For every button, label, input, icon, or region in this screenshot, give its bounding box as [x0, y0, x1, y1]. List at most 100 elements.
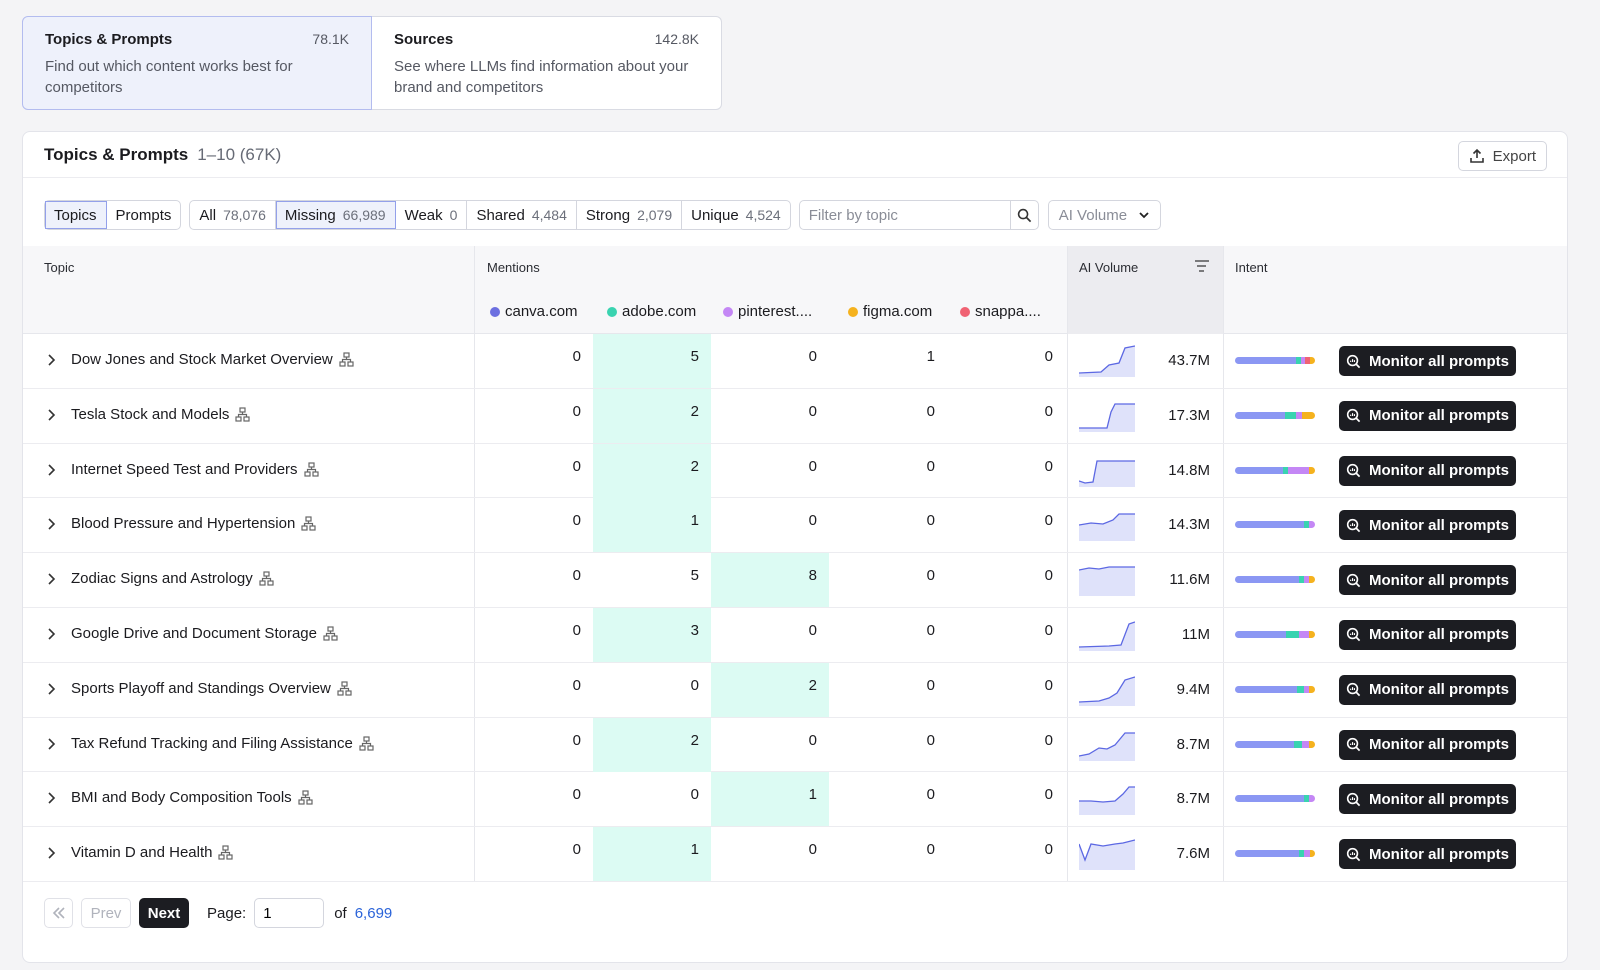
filter-weak[interactable]: Weak 0	[396, 201, 468, 229]
topic-name[interactable]: Internet Speed Test and Providers	[71, 461, 319, 478]
intent-segment	[1283, 466, 1288, 474]
table-row[interactable]: BMI and Body Composition Tools 0 0 1 0 0 8.7M M…	[23, 772, 1567, 828]
sort-icon[interactable]	[1195, 260, 1209, 272]
table-row[interactable]: Sports Playoff and Standings Overview 0 0 2…	[23, 662, 1567, 718]
chevron-right-icon[interactable]	[44, 572, 58, 586]
table-row[interactable]: Internet Speed Test and Providers 0 2 0 0 0 14…	[23, 443, 1567, 499]
intent-bar	[1235, 850, 1315, 858]
next-page-button[interactable]: Next	[139, 898, 189, 928]
filter-missing[interactable]: Missing 66,989	[275, 201, 396, 229]
brand-name: pinterest....	[738, 303, 813, 320]
table-row[interactable]: Blood Pressure and Hypertension 0 1 0 0 0 14.3…	[23, 498, 1567, 554]
ai-volume-value: 17.3M	[1168, 406, 1210, 424]
monitor-prompts-button[interactable]: Monitor all prompts	[1339, 674, 1516, 705]
topic-name[interactable]: Tesla Stock and Models	[71, 406, 251, 423]
card-count: 78.1K	[312, 31, 349, 47]
table-row[interactable]: Tax Refund Tracking and Filing Assistanc…	[23, 717, 1567, 773]
topic-name[interactable]: BMI and Body Composition Tools	[71, 789, 313, 806]
mention-cell: 5	[593, 334, 711, 388]
total-pages-link[interactable]: 6,699	[354, 904, 393, 922]
brand-name: canva.com	[505, 303, 578, 320]
prev-page-button[interactable]: Prev	[81, 898, 131, 928]
monitor-search-icon	[1346, 628, 1361, 642]
mention-cell: 0	[572, 731, 581, 749]
monitor-prompts-button[interactable]: Monitor all prompts	[1339, 346, 1516, 376]
card-topics-prompts[interactable]: Topics & Prompts 78.1K Find out which co…	[22, 16, 372, 110]
chevron-right-icon[interactable]	[44, 463, 58, 477]
topic-label: Dow Jones and Stock Market Overview	[71, 351, 333, 368]
mention-cell: 2	[593, 388, 711, 443]
tab-topics[interactable]: Topics	[45, 201, 107, 229]
monitor-prompts-button[interactable]: Monitor all prompts	[1339, 455, 1516, 486]
filter-shared[interactable]: Shared 4,484	[467, 201, 577, 229]
monitor-search-icon	[1346, 463, 1361, 478]
brand-name: figma.com	[863, 303, 933, 320]
chevron-right-icon[interactable]	[44, 408, 58, 422]
mention-cell: 1	[593, 827, 711, 882]
card-sources[interactable]: Sources 142.8K See where LLMs find infor…	[372, 16, 722, 110]
topic-name[interactable]: Google Drive and Document Storage	[71, 625, 338, 642]
mentions-column-header: Mentions	[487, 260, 540, 275]
topic-label: Blood Pressure and Hypertension	[71, 515, 296, 533]
monitor-prompts-button[interactable]: Monitor all prompts	[1339, 729, 1516, 760]
topic-name[interactable]: Blood Pressure and Hypertension	[71, 515, 316, 532]
card-count: 142.8K	[654, 31, 699, 47]
mention-cell: 0	[808, 512, 817, 530]
topic-column-header[interactable]: Topic	[44, 260, 75, 275]
column-divider	[1067, 246, 1068, 882]
search-button[interactable]	[1009, 201, 1038, 229]
topic-name[interactable]: Vitamin D and Health	[71, 844, 234, 861]
chevron-right-icon[interactable]	[44, 737, 58, 751]
filter-strong[interactable]: Strong 2,079	[577, 201, 683, 229]
chevron-right-icon[interactable]	[44, 682, 58, 696]
topic-name[interactable]: Tax Refund Tracking and Filing Assistanc…	[71, 735, 374, 752]
ai-volume-select[interactable]: AI Volume	[1047, 200, 1161, 230]
filter-label: Shared	[476, 206, 525, 224]
monitor-prompts-button[interactable]: Monitor all prompts	[1339, 400, 1516, 431]
hierarchy-icon	[218, 845, 234, 860]
page-input[interactable]	[254, 898, 325, 928]
table-row[interactable]: Vitamin D and Health 0 1 0 0 0 7.6M Monitor all…	[23, 827, 1567, 882]
chevron-right-icon[interactable]	[44, 627, 58, 641]
intent-segment	[1235, 576, 1299, 584]
intent-segment	[1303, 521, 1309, 529]
export-button[interactable]: Export	[1457, 141, 1547, 171]
table-row[interactable]: Tesla Stock and Models 0 2 0 0 0 17.3M Monitor …	[23, 388, 1567, 444]
monitor-prompts-button[interactable]: Monitor all prompts	[1339, 839, 1516, 870]
monitor-prompts-button[interactable]: Monitor all prompts	[1339, 565, 1516, 596]
chevron-right-icon[interactable]	[44, 517, 58, 531]
intent-bar	[1235, 411, 1315, 419]
volume-sparkline	[1079, 786, 1135, 816]
ai-volume-column-header[interactable]: AI Volume	[1079, 260, 1139, 275]
intent-segment	[1303, 576, 1309, 584]
table-row[interactable]: Google Drive and Document Storage 0 3 0 0 0 11…	[23, 607, 1567, 663]
table-row[interactable]: Zodiac Signs and Astrology 0 5 8 0 0 11.6M Moni…	[23, 553, 1567, 608]
filter-label: All	[199, 206, 217, 224]
volume-sparkline	[1079, 621, 1135, 651]
ai-volume-value: 14.3M	[1168, 516, 1210, 534]
topic-name[interactable]: Zodiac Signs and Astrology	[71, 570, 274, 587]
topic-label: Sports Playoff and Standings Overview	[71, 679, 331, 697]
volume-sparkline	[1079, 676, 1135, 706]
card-description: Find out which content works best for co…	[45, 58, 293, 96]
of-label: of	[334, 904, 347, 922]
mention-cell: 0	[690, 676, 699, 694]
monitor-prompts-button[interactable]: Monitor all prompts	[1339, 784, 1516, 815]
filter-all[interactable]: All 78,076	[190, 201, 276, 229]
monitor-prompts-button[interactable]: Monitor all prompts	[1339, 510, 1516, 541]
table-row[interactable]: Dow Jones and Stock Market Overview 0 5 0 1 0…	[23, 334, 1567, 389]
tab-prompts[interactable]: Prompts	[107, 201, 181, 229]
chevron-right-icon[interactable]	[44, 353, 58, 367]
first-page-button[interactable]	[44, 898, 73, 928]
topic-name[interactable]: Sports Playoff and Standings Overview	[71, 680, 352, 697]
mention-cell: 0	[926, 457, 935, 475]
chevron-right-icon[interactable]	[44, 791, 58, 805]
intent-segment	[1308, 466, 1315, 474]
chevron-right-icon[interactable]	[44, 846, 58, 860]
monitor-prompts-button[interactable]: Monitor all prompts	[1339, 619, 1516, 650]
intent-bar	[1235, 630, 1315, 638]
mention-cell: 0	[926, 402, 935, 420]
topic-name[interactable]: Dow Jones and Stock Market Overview	[71, 351, 354, 368]
filter-topic-input[interactable]	[799, 201, 1010, 229]
filter-unique[interactable]: Unique 4,524	[682, 201, 790, 229]
